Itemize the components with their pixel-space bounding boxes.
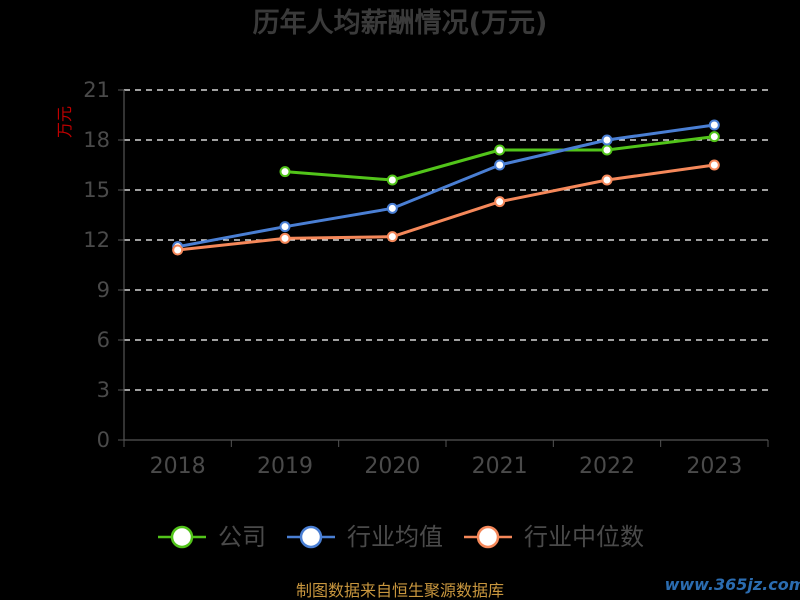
data-point xyxy=(279,166,291,178)
data-point xyxy=(601,144,613,156)
x-tick-labels: 2018 2019 2020 2021 2022 2023 xyxy=(150,454,743,479)
legend-marker xyxy=(299,525,323,549)
x-tick-label: 2021 xyxy=(472,454,528,479)
data-point xyxy=(708,131,720,143)
data-point xyxy=(708,119,720,131)
y-tick-label: 21 xyxy=(83,78,110,102)
legend-label: 公司 xyxy=(218,523,266,551)
data-point xyxy=(494,159,506,171)
data-point xyxy=(494,196,506,208)
data-point xyxy=(279,232,291,244)
x-tick-label: 2022 xyxy=(579,454,635,479)
grid-lines xyxy=(118,89,768,441)
series-lines xyxy=(172,119,720,256)
data-point xyxy=(601,174,613,186)
chart-title: 历年人均薪酬情况(万元) xyxy=(253,7,548,39)
y-tick-label: 0 xyxy=(97,428,110,452)
data-point xyxy=(386,202,398,214)
x-tick-label: 2020 xyxy=(364,454,420,479)
legend-marker xyxy=(476,525,500,549)
series-line xyxy=(177,123,715,249)
y-tick-label: 15 xyxy=(83,178,110,202)
data-point xyxy=(279,221,291,233)
data-point xyxy=(601,134,613,146)
y-tick-labels: 0 3 6 9 12 15 18 21 xyxy=(83,78,110,452)
y-axis-title: 万元 xyxy=(55,106,74,138)
watermark: www.365jz.com xyxy=(665,575,800,594)
data-point xyxy=(386,231,398,243)
y-tick-label: 12 xyxy=(83,228,110,252)
x-tick-label: 2018 xyxy=(150,454,206,479)
axes xyxy=(123,90,769,447)
data-point xyxy=(494,144,506,156)
legend-label: 行业均值 xyxy=(347,523,443,551)
y-tick-label: 3 xyxy=(97,378,110,402)
legend-label: 行业中位数 xyxy=(524,523,644,551)
x-tick-label: 2019 xyxy=(257,454,313,479)
legend-marker xyxy=(170,525,194,549)
x-tick-label: 2023 xyxy=(686,454,742,479)
legend[interactable]: 公司 行业均值 行业中位数 xyxy=(158,523,644,551)
data-point xyxy=(172,244,184,256)
y-tick-label: 6 xyxy=(97,328,110,352)
y-tick-label: 18 xyxy=(83,128,110,152)
data-point xyxy=(386,174,398,186)
data-source-note: 制图数据来自恒生聚源数据库 xyxy=(296,581,504,600)
data-point xyxy=(708,159,720,171)
series-line xyxy=(177,163,715,252)
y-tick-label: 9 xyxy=(97,278,110,302)
